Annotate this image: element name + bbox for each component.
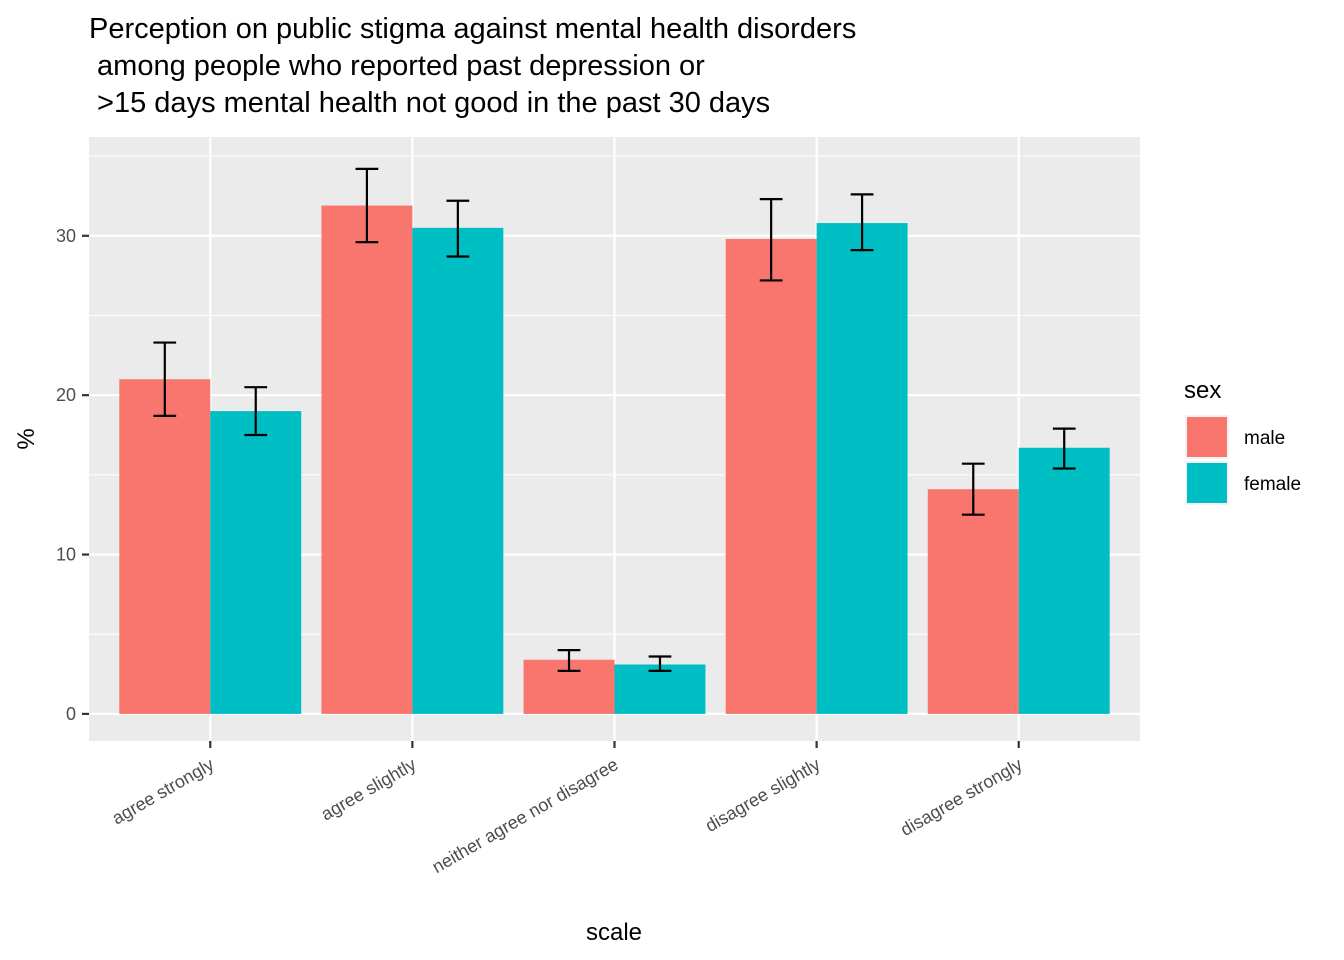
title-line: among people who reported past depressio…: [89, 50, 705, 82]
error-bar-female: [850, 193, 874, 252]
x-axis: agree strongly agree slightly neither agre…: [108, 741, 1026, 877]
bar-female: [210, 411, 302, 714]
y-axis-title: %: [13, 428, 40, 449]
error-bar-male: [355, 167, 379, 244]
error-bar-female: [648, 655, 672, 672]
y-axis: 0 10 20 30: [56, 226, 89, 724]
legend-title: sex: [1184, 377, 1221, 404]
error-bar-male: [153, 341, 177, 417]
bars: [119, 205, 1110, 714]
error-bars: [153, 167, 1076, 672]
chart-title: Perception on public stigma against ment…: [89, 13, 856, 119]
legend-label: female: [1244, 474, 1301, 495]
error-bar-female: [446, 199, 470, 258]
legend-swatch-male: [1187, 417, 1227, 457]
bar-male: [321, 205, 413, 714]
y-tick-label: 20: [56, 385, 76, 405]
error-bar-male: [557, 649, 581, 672]
title-line: >15 days mental health not good in the p…: [89, 87, 770, 119]
x-tick-label: disagree slightly: [702, 754, 824, 836]
x-tick-label: agree slightly: [318, 754, 420, 824]
error-bar-male: [759, 198, 783, 282]
x-tick-label: disagree strongly: [897, 754, 1026, 840]
y-tick-label: 30: [56, 226, 76, 246]
bar-male: [119, 379, 211, 714]
error-bar-male: [961, 462, 985, 516]
y-tick-label: 0: [66, 704, 76, 724]
bar-female: [614, 664, 706, 714]
legend: sex male female: [1184, 377, 1301, 505]
x-tick-label: neither agree nor disagree: [429, 754, 622, 877]
x-axis-title: scale: [586, 919, 642, 946]
title-line: Perception on public stigma against ment…: [89, 13, 856, 45]
bar-female: [412, 227, 504, 714]
legend-label: male: [1244, 428, 1285, 449]
error-bar-female: [1052, 427, 1076, 470]
y-tick-label: 10: [56, 545, 76, 565]
bar-female: [1018, 447, 1110, 714]
bar-male: [927, 489, 1019, 714]
bar-female: [816, 223, 908, 714]
legend-swatch-female: [1187, 463, 1227, 503]
error-bar-female: [244, 386, 268, 437]
bar-male: [725, 238, 817, 714]
x-tick-label: agree strongly: [108, 754, 217, 828]
